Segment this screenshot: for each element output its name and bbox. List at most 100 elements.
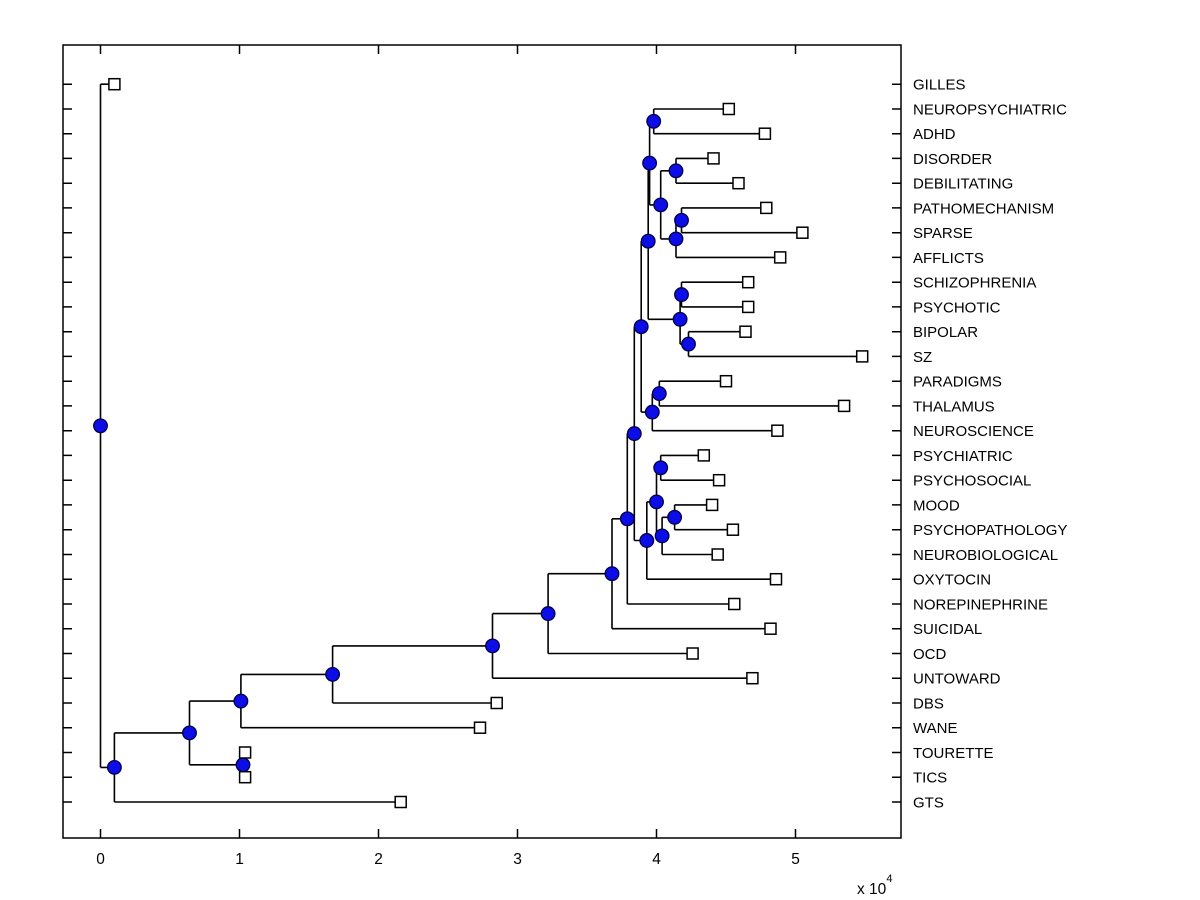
- internal-node-clade-upper-half: [633, 319, 649, 335]
- leaf-label-neuropsychiatric: NEUROPSYCHIATRIC: [913, 101, 1067, 118]
- internal-node-clade-pathomechanism-sparse: [674, 212, 689, 228]
- x-axis-multiplier: x 104: [857, 873, 892, 898]
- leaf-marker-neurobiological: [711, 548, 724, 561]
- internal-node-clade-adhd-group: [642, 155, 658, 171]
- internal-node-clade-disorder-debilitating: [668, 163, 684, 179]
- leaf-label-ocd: OCD: [913, 646, 947, 663]
- leaf-label-neurobiological: NEUROBIOLOGICAL: [913, 547, 1058, 564]
- leaf-marker-gts: [394, 795, 407, 809]
- internal-node-clade-lower-join: [182, 725, 197, 741]
- node-markers-group: [93, 77, 869, 809]
- leaf-marker-neuropsychiatric: [722, 102, 736, 116]
- internal-node-clade-wane: [233, 693, 249, 709]
- leaf-label-pathomechanism: PATHOMECHANISM: [913, 200, 1054, 217]
- internal-node-clade-disorder-group: [653, 197, 669, 213]
- leaf-marker-pathomechanism: [760, 201, 773, 215]
- internal-node-clade-bipolar-sz: [681, 336, 696, 352]
- leaf-marker-sz: [855, 350, 869, 363]
- leaf-marker-ocd: [686, 647, 699, 660]
- leaf-marker-oxytocin: [769, 572, 783, 586]
- internal-node-clade-suicidal: [604, 566, 620, 582]
- leaf-marker-norepinephrine: [728, 597, 741, 611]
- leaf-label-wane: WANE: [913, 720, 957, 737]
- leaf-marker-afflicts: [773, 251, 787, 264]
- leaf-label-sparse: SPARSE: [913, 225, 973, 242]
- internal-node-clade-psychosis-group: [672, 311, 688, 327]
- plot-box: [62, 44, 902, 839]
- axis-ticks: [63, 45, 901, 838]
- leaf-label-psychosocial: PSYCHOSOCIAL: [913, 473, 1031, 490]
- leaf-marker-sparse: [796, 226, 809, 239]
- internal-node-clade-mood-psychopathology: [667, 509, 683, 525]
- x-tick-label-2: 2: [374, 851, 383, 868]
- leaf-label-tourette: TOURETTE: [913, 745, 994, 762]
- leaf-marker-neuroscience: [771, 424, 784, 437]
- x-tick-label-1: 1: [235, 851, 244, 868]
- leaf-label-thalamus: THALAMUS: [913, 398, 995, 415]
- x-tick-label-0: 0: [96, 851, 105, 868]
- leaf-label-paradigms: PARADIGMS: [913, 374, 1002, 391]
- leaf-marker-disorder: [707, 152, 720, 165]
- leaf-marker-psychiatric: [697, 449, 711, 462]
- leaf-marker-mood: [705, 498, 719, 512]
- leaf-marker-wane: [473, 721, 487, 734]
- leaf-label-mood: MOOD: [913, 497, 960, 514]
- internal-node-clade-paradigms-thalamus: [651, 386, 667, 402]
- internal-node-root: [93, 418, 108, 434]
- tree-branches: [99, 83, 863, 803]
- internal-node-clade-neurobiological: [654, 528, 670, 544]
- x-tick-label-4: 4: [652, 851, 661, 868]
- internal-node-clade-top-group: [640, 233, 656, 249]
- leaf-marker-dbs: [490, 696, 503, 710]
- leaf-label-suicidal: SUICIDAL: [913, 621, 982, 638]
- internal-node-clade-afflicts: [668, 231, 684, 247]
- leaf-label-bipolar: BIPOLAR: [913, 324, 978, 341]
- leaf-marker-bipolar: [739, 325, 752, 338]
- leaf-marker-psychopathology: [726, 523, 740, 536]
- leaf-label-tics: TICS: [913, 770, 947, 787]
- leaf-label-schizophrenia: SCHIZOPHRENIA: [913, 275, 1036, 292]
- leaf-marker-schizophrenia: [741, 275, 755, 289]
- leaf-label-neuroscience: NEUROSCIENCE: [913, 423, 1034, 440]
- internal-node-clade-psychiatric-group: [649, 494, 664, 510]
- internal-node-clade-neuroscience: [644, 404, 660, 420]
- leaf-marker-psychosocial: [712, 473, 726, 487]
- leaf-marker-adhd: [758, 127, 772, 140]
- internal-node-clade-neuropsychiatric-adhd: [646, 113, 662, 129]
- x-tick-labels-group: 0 1 2 3 4 5 x 104: [96, 851, 892, 898]
- internal-node-clade-ocd: [540, 606, 556, 622]
- x-tick-label-5: 5: [791, 851, 800, 868]
- leaf-label-norepinephrine: NOREPINEPHRINE: [913, 596, 1048, 613]
- internal-node-clade-gts: [106, 759, 122, 775]
- internal-node-clade-oxytocin: [639, 533, 655, 548]
- leaf-marker-tics: [238, 770, 252, 784]
- leaf-marker-thalamus: [837, 399, 851, 413]
- leaf-label-adhd: ADHD: [913, 126, 956, 143]
- leaf-label-afflicts: AFFLICTS: [913, 250, 984, 267]
- leaf-label-psychopathology: PSYCHOPATHOLOGY: [913, 522, 1067, 539]
- internal-node-clade-norepinephrine: [619, 511, 635, 527]
- leaf-labels-group: GILLES NEUROPSYCHIATRIC ADHD DISORDER DEBILI…: [913, 77, 1067, 812]
- leaf-marker-suicidal: [764, 622, 777, 635]
- internal-node-clade-mid-join: [626, 426, 642, 442]
- leaf-marker-tourette: [238, 746, 252, 759]
- x-tick-label-3: 3: [513, 851, 522, 868]
- leaf-label-disorder: DISORDER: [913, 151, 992, 168]
- axes-group: [62, 44, 902, 839]
- internal-node-clade-untoward: [485, 638, 500, 654]
- leaf-marker-gilles: [108, 77, 121, 91]
- leaf-label-debilitating: DEBILITATING: [913, 176, 1013, 193]
- internal-node-clade-dbs: [325, 666, 341, 682]
- leaf-label-untoward: UNTOWARD: [913, 671, 1001, 688]
- leaf-marker-debilitating: [732, 176, 745, 190]
- leaf-label-gts: GTS: [913, 794, 944, 811]
- internal-node-clade-tourette-tics: [235, 757, 251, 773]
- leaf-label-gilles: GILLES: [913, 77, 966, 94]
- leaf-label-oxytocin: OXYTOCIN: [913, 572, 991, 589]
- leaf-marker-psychotic: [741, 300, 755, 314]
- leaf-label-psychotic: PSYCHOTIC: [913, 299, 1001, 316]
- leaf-marker-untoward: [746, 671, 759, 685]
- leaf-label-psychiatric: PSYCHIATRIC: [913, 448, 1013, 465]
